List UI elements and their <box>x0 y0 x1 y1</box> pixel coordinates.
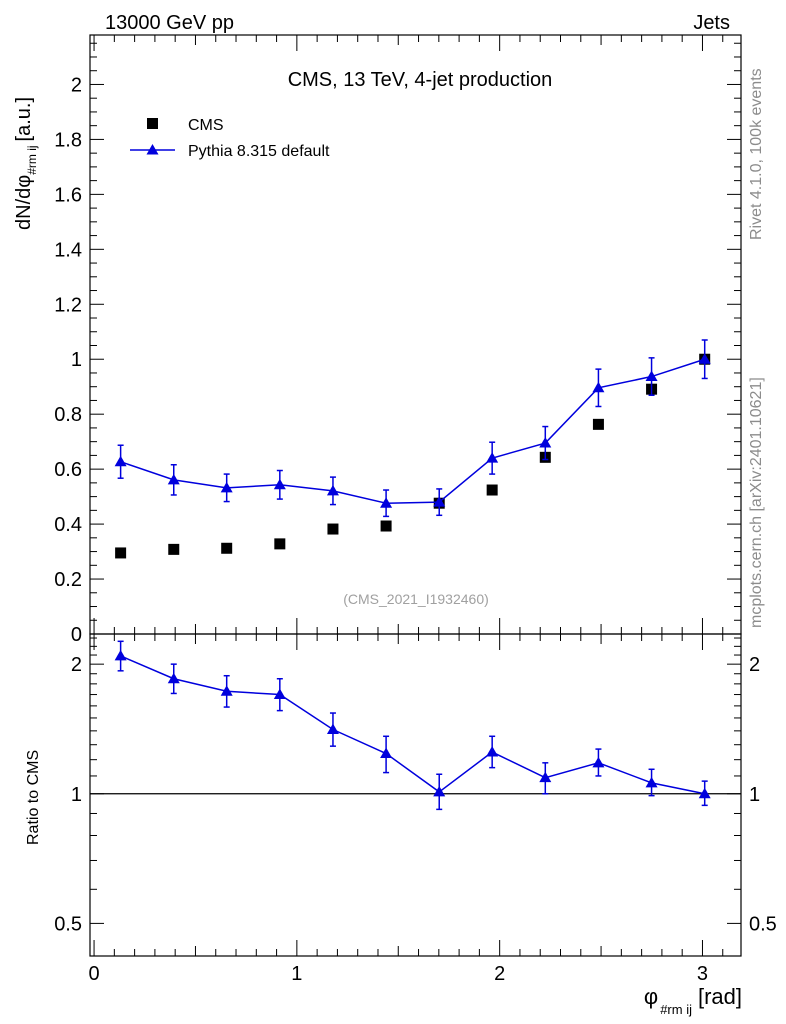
main-y-tick-label: 0.2 <box>54 569 82 591</box>
header-left: 13000 GeV pp <box>105 12 234 34</box>
cms-data-point <box>221 542 233 554</box>
pythia-point <box>167 473 180 485</box>
main-y-tick-label: 1.6 <box>54 184 82 206</box>
analysis-watermark: (CMS_2021_I1932460) <box>343 591 489 607</box>
pythia-point <box>273 478 286 490</box>
ratio-point <box>273 688 286 700</box>
pythia-point <box>114 455 127 467</box>
main-axis-ticks: 0 0.2 0.4 0.6 0.8 1 1.2 1.4 1.6 1.8 2 <box>54 35 741 646</box>
main-y-tick-label: 2 <box>71 74 82 96</box>
ratio-y-tick-label-right: 0.5 <box>749 913 777 935</box>
pythia-point <box>698 353 711 364</box>
cms-data-point <box>380 520 392 532</box>
ratio-plot-marks <box>90 640 741 811</box>
main-y-tick-label: 1.4 <box>54 239 82 261</box>
main-y-tick-label: 0.6 <box>54 459 82 481</box>
main-ylabel: dN/dφ#rm ij[a.u.] <box>13 97 39 230</box>
plot-title: CMS, 13 TeV, 4-jet production <box>288 69 553 91</box>
ratio-point <box>698 787 711 799</box>
ratio-point <box>167 672 180 684</box>
pythia-point <box>539 437 552 448</box>
cms-data-point <box>168 543 180 555</box>
ratio-point <box>380 747 393 759</box>
main-y-tick-label: 1 <box>71 349 82 371</box>
x-tick-label: 3 <box>697 963 708 985</box>
cms-data-point <box>274 538 286 550</box>
ratio-point <box>326 723 339 735</box>
x-axis-label: φ#rm ij[rad] <box>644 984 742 1017</box>
main-y-tick-label: 1.2 <box>54 294 82 316</box>
ratio-y-tick-label: 2 <box>71 654 82 676</box>
x-tick-label: 2 <box>494 963 505 985</box>
ratio-plot-frame <box>89 633 742 957</box>
ratio-point <box>645 776 658 788</box>
ratio-y-tick-label-right: 1 <box>749 784 760 806</box>
header-right: Jets <box>693 12 730 34</box>
cms-data-point <box>327 523 339 535</box>
cms-data-point <box>486 484 498 496</box>
pythia-point <box>592 381 605 393</box>
legend-data-marker <box>147 118 158 129</box>
ratio-point <box>433 785 446 797</box>
pythia-point <box>645 370 658 382</box>
ratio-axis-ticks: 0.5 0.5 1 1 2 2 0 1 2 3 <box>54 634 777 985</box>
ratio-ylabel: Ratio to CMS <box>25 750 42 845</box>
ratio-point <box>539 771 552 783</box>
legend-data-label: CMS <box>188 117 224 134</box>
pythia-point <box>433 496 446 507</box>
ratio-point <box>114 649 127 661</box>
pythia-point <box>486 452 499 463</box>
svg-text:dN/dφ#rm ij[a.u.]: dN/dφ#rm ij[a.u.] <box>13 97 39 230</box>
cms-data-point <box>592 418 604 430</box>
pythia-line <box>120 358 705 504</box>
cms-data-point <box>115 547 127 559</box>
main-y-tick-label: 0.8 <box>54 404 82 426</box>
main-y-tick-label: 0.4 <box>54 514 82 536</box>
mcplots-label: mcplots.cern.ch [arXiv:2401.10621] <box>748 377 765 628</box>
svg-text:φ#rm ij[rad]: φ#rm ij[rad] <box>644 984 742 1017</box>
ratio-y-tick-label: 1 <box>71 784 82 806</box>
legend-mc-marker <box>146 144 159 155</box>
ratio-line <box>120 655 705 795</box>
pythia-point <box>326 484 339 496</box>
x-tick-label: 1 <box>291 963 302 985</box>
rivet-label: Rivet 4.1.0, 100k events <box>748 68 765 240</box>
legend-mc-label: Pythia 8.315 default <box>188 143 330 160</box>
ratio-point <box>592 756 605 768</box>
ratio-point <box>220 685 233 696</box>
ratio-y-tick-label: 0.5 <box>54 913 82 935</box>
main-plot-marks <box>114 339 711 559</box>
x-tick-label: 0 <box>88 963 99 985</box>
ratio-y-tick-label-right: 2 <box>749 654 760 676</box>
main-y-tick-label: 1.8 <box>54 129 82 151</box>
pythia-point <box>380 497 393 508</box>
ratio-point <box>486 746 499 757</box>
pythia-point <box>220 481 233 493</box>
main-y-tick-label: 0 <box>71 624 82 646</box>
